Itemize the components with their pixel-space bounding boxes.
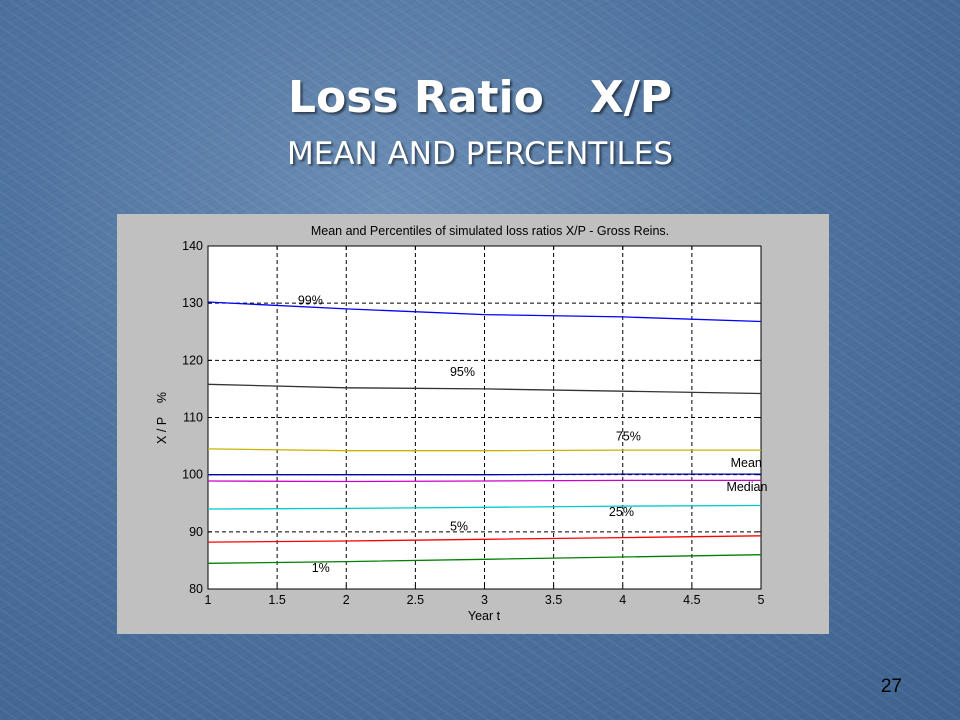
series-line-5pct [207, 535, 762, 543]
x-tick-label: 4.5 [683, 593, 700, 607]
y-tick-label: 90 [189, 525, 203, 539]
x-axis-label: Year t [468, 609, 501, 623]
series-line-median [207, 479, 761, 483]
series-label: 99% [298, 293, 323, 307]
series-labels: 99% 95% 75% Mean Median 25% 5% 1% [298, 293, 768, 575]
x-tick-label: 1 [205, 593, 212, 607]
slide-title: Loss Ratio X/P [287, 72, 673, 123]
series-lines [207, 301, 762, 564]
x-tick-label: 3 [481, 593, 488, 607]
series-line-99pct [207, 301, 762, 323]
series-line-75pct [207, 448, 761, 452]
series-label: 1% [312, 561, 330, 575]
page-number: 27 [880, 676, 902, 697]
y-axis-label: X / P % [155, 392, 169, 444]
x-tick-label: 1.5 [268, 593, 285, 607]
series-label: 5% [450, 520, 468, 534]
series-line-25pct [207, 504, 762, 510]
axis-ticks: 1 1.5 2 2.5 3 3.5 4 4.5 5 80 90 100 110 120 130 140 [182, 239, 764, 607]
chart-figure: Mean and Percentiles of simulated loss r… [117, 214, 829, 634]
y-tick-label: 120 [182, 353, 203, 367]
x-tick-label: 3.5 [545, 593, 562, 607]
x-tick-label: 5 [758, 593, 765, 607]
series-label: 95% [450, 365, 475, 379]
series-line-1pct [207, 554, 762, 564]
series-label: Median [726, 480, 767, 494]
series-line-mean [208, 473, 761, 476]
y-tick-label: 80 [189, 582, 203, 596]
x-tick-label: 2.5 [407, 593, 424, 607]
y-tick-label: 110 [183, 411, 203, 425]
chart-svg: Mean and Percentiles of simulated loss r… [155, 224, 768, 623]
x-tick-label: 4 [619, 593, 626, 607]
y-tick-label: 100 [182, 468, 203, 482]
y-tick-label: 140 [182, 239, 203, 253]
slide-subtitle: MEAN AND PERCENTILES [286, 136, 674, 172]
x-tick-label: 2 [343, 593, 350, 607]
series-label: 75% [616, 429, 641, 443]
series-label: 25% [609, 505, 634, 519]
series-line-95pct [207, 383, 762, 395]
y-tick-label: 130 [182, 296, 203, 310]
series-label: Mean [731, 456, 762, 470]
chart-title: Mean and Percentiles of simulated loss r… [311, 224, 669, 238]
